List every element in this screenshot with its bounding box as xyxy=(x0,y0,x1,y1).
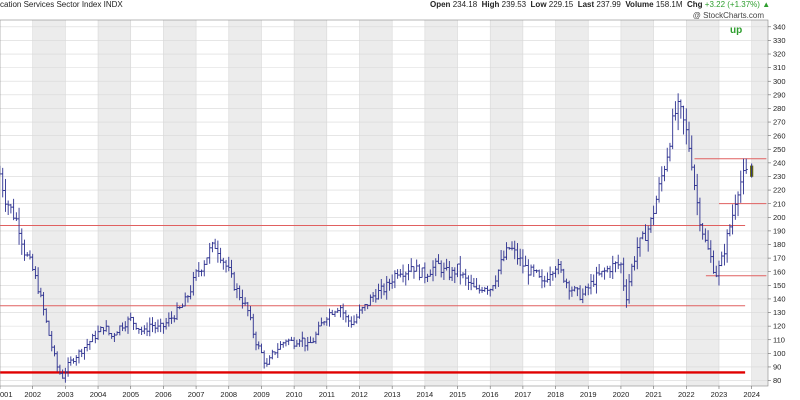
y-tick-label: 120 xyxy=(773,322,786,331)
x-tick-label: 2020 xyxy=(613,390,630,399)
x-tick-label: 2013 xyxy=(384,390,401,399)
y-tick-label: 180 xyxy=(773,240,786,249)
low-label: Low xyxy=(530,0,547,9)
x-tick-label: 2019 xyxy=(580,390,597,399)
y-tick-label: 130 xyxy=(773,308,786,317)
year-band xyxy=(98,20,131,386)
x-tick-label: 2014 xyxy=(417,390,434,399)
x-tick-label: 2010 xyxy=(286,390,303,399)
high-value: 239.53 xyxy=(501,0,527,9)
price-bars xyxy=(0,93,754,383)
y-tick-label: 320 xyxy=(773,50,786,59)
x-tick-label: 2015 xyxy=(449,390,466,399)
y-tick-label: 90 xyxy=(773,363,781,372)
year-band xyxy=(163,20,197,386)
last-label: Last xyxy=(577,0,595,9)
y-tick-label: 300 xyxy=(773,77,786,86)
chart-title: cation Services Sector Index INDX xyxy=(0,0,123,9)
support-lines xyxy=(0,158,767,374)
x-tick-label: 2006 xyxy=(155,390,172,399)
y-tick-label: 190 xyxy=(773,226,786,235)
y-tick-label: 270 xyxy=(773,118,786,127)
year-band xyxy=(751,20,768,386)
y-tick-label: 240 xyxy=(773,158,786,167)
plot-frame xyxy=(0,19,769,387)
x-tick-label: 2017 xyxy=(515,390,532,399)
up-annotation: up xyxy=(730,25,742,36)
y-tick-label: 110 xyxy=(773,335,785,344)
x-tick-label: 2002 xyxy=(24,390,41,399)
y-tick-label: 330 xyxy=(773,36,786,45)
x-tick-label: 2023 xyxy=(711,390,728,399)
year-band xyxy=(228,20,262,386)
low-value: 229.15 xyxy=(548,0,574,9)
year-band xyxy=(294,20,327,386)
x-tick-label: 2009 xyxy=(253,390,270,399)
x-tick-label: 2003 xyxy=(57,390,74,399)
y-tick-label: 260 xyxy=(773,131,786,140)
year-band xyxy=(359,20,393,386)
price-summary: Open 234.18 High 239.53 Low 229.15 Last … xyxy=(430,0,770,9)
y-tick-label: 310 xyxy=(773,63,786,72)
y-tick-label: 220 xyxy=(773,186,786,195)
x-tick-label: 2007 xyxy=(188,390,205,399)
x-tick-label: 2024 xyxy=(743,390,760,399)
year-band xyxy=(555,20,589,386)
y-tick-label: 280 xyxy=(773,104,786,113)
y-tick-label: 290 xyxy=(773,90,786,99)
x-tick-label: 2022 xyxy=(678,390,695,399)
y-axis: 80 90 100 110 120 130 140 150 160 170 180 190 200 210… xyxy=(768,22,786,385)
y-tick-label: 340 xyxy=(773,22,786,31)
high-label: High xyxy=(481,0,500,9)
y-tick-label: 140 xyxy=(773,295,786,304)
x-tick-label: 001 xyxy=(0,390,13,399)
x-tick-label: 2016 xyxy=(482,390,499,399)
year-band xyxy=(490,20,523,386)
x-tick-label: 2008 xyxy=(220,390,237,399)
y-tick-label: 250 xyxy=(773,145,786,154)
grid-lines xyxy=(0,20,768,386)
x-tick-label: 2005 xyxy=(122,390,139,399)
y-tick-label: 210 xyxy=(773,199,786,208)
up-arrow-icon: ▲ xyxy=(762,0,771,9)
x-tick-label: 2018 xyxy=(547,390,564,399)
y-tick-label: 230 xyxy=(773,172,786,181)
open-value: 234.18 xyxy=(452,0,478,9)
volume-label: Volume xyxy=(625,0,654,9)
year-band xyxy=(424,20,458,386)
x-tick-label: 2021 xyxy=(645,390,662,399)
x-tick-label: 2004 xyxy=(90,390,107,399)
x-tick-label: 2012 xyxy=(351,390,368,399)
index-symbol: INDX xyxy=(103,0,123,9)
chg-value: +3.22 (+1.37%) xyxy=(704,0,760,9)
year-band xyxy=(620,20,654,386)
last-value: 237.99 xyxy=(596,0,621,9)
y-tick-label: 150 xyxy=(773,281,786,290)
chg-label: Chg xyxy=(687,0,703,9)
x-axis: 001 2002 2003 2004 2005 2006 2007 2008 2009 2010 2… xyxy=(0,386,760,399)
y-tick-label: 160 xyxy=(773,267,786,276)
index-name: cation Services Sector Index xyxy=(0,0,102,9)
volume-value: 158.1M xyxy=(655,0,683,9)
y-tick-label: 170 xyxy=(773,254,786,263)
y-tick-label: 200 xyxy=(773,213,786,222)
open-label: Open xyxy=(430,0,451,9)
copyright-text: @ StockCharts.com xyxy=(692,11,764,20)
y-tick-label: 80 xyxy=(773,376,781,385)
x-tick-label: 2011 xyxy=(319,390,335,399)
y-tick-label: 100 xyxy=(773,349,786,358)
year-band xyxy=(686,20,719,386)
